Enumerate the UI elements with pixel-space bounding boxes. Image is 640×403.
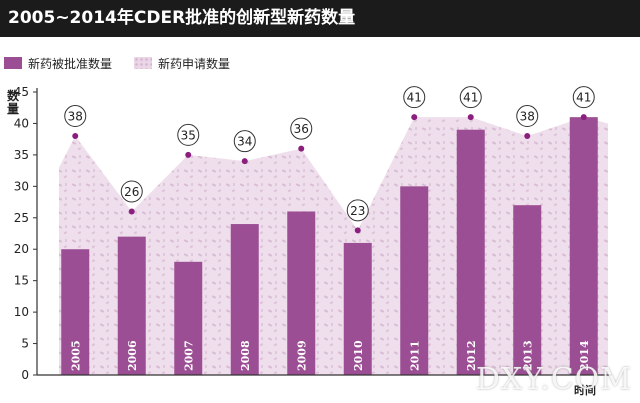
legend-label-approved: 新药被批准数量 [28, 56, 113, 71]
y-tick-label-15: 15 [14, 274, 29, 288]
y-tick-label-25: 25 [14, 211, 29, 225]
applied-value-bubble-2009 [290, 117, 313, 140]
bar-2007 [174, 261, 203, 375]
applied-point-2010 [354, 227, 361, 234]
applied-value-label-2014: 41 [576, 91, 591, 105]
y-tick-label-35: 35 [14, 148, 29, 162]
bar-2011 [400, 186, 429, 375]
watermark: DXY.COM [475, 362, 632, 397]
applied-value-label-2007: 35 [181, 128, 196, 142]
applied-point-2006 [128, 208, 135, 215]
applied-value-label-2005: 38 [68, 110, 83, 124]
y-tick-label-45: 45 [14, 85, 29, 99]
y-tick-label-40: 40 [14, 116, 29, 130]
bar-2014 [569, 117, 598, 376]
applied-value-bubble-2010 [346, 199, 369, 222]
bar-label-2005: 2005 [69, 340, 82, 371]
applied-point-2007 [185, 151, 192, 158]
applied-point-2011 [411, 114, 418, 121]
bar-label-2009: 2009 [295, 340, 308, 371]
applied-value-label-2013: 38 [520, 110, 535, 124]
bar-2005 [61, 249, 90, 375]
applied-value-label-2008: 34 [237, 135, 252, 149]
applied-point-2008 [241, 158, 248, 165]
bar-label-2006: 2006 [126, 340, 139, 371]
applied-value-bubble-2007 [177, 123, 200, 146]
applied-value-label-2009: 36 [294, 122, 309, 136]
chart-title: 2005~2014年CDER批准的创新型新药数量 [0, 0, 640, 37]
bar-label-2013: 2013 [521, 340, 534, 371]
bar-2008 [230, 224, 259, 375]
applied-point-2014 [580, 114, 587, 121]
applied-value-label-2006: 26 [124, 185, 139, 199]
applied-value-bubble-2006 [120, 180, 143, 203]
applied-value-bubble-2011 [403, 86, 426, 109]
applied-point-2009 [298, 145, 305, 152]
bar-label-2014: 2014 [578, 340, 591, 371]
y-tick-label-0: 0 [21, 368, 29, 382]
y-axis-label-char: 量 [7, 102, 19, 116]
y-tick-label-20: 20 [14, 242, 29, 256]
bar-label-2007: 2007 [182, 340, 195, 371]
y-axis-label-char: 数 [7, 88, 20, 103]
applied-point-2005 [72, 133, 79, 140]
legend-label-applied: 新药申请数量 [158, 56, 231, 71]
applied-value-bubble-2014 [572, 86, 595, 109]
legend-swatch-approved [4, 57, 22, 69]
x-axis-label: 时间 [574, 383, 596, 397]
y-tick-label-5: 5 [21, 337, 29, 351]
applied-value-bubble-2008 [233, 130, 256, 153]
y-tick-label-30: 30 [14, 179, 29, 193]
bar-2010 [343, 242, 372, 375]
applied-value-bubble-2012 [459, 86, 482, 109]
bar-2012 [456, 129, 485, 375]
y-tick-label-10: 10 [14, 305, 29, 319]
applied-value-label-2010: 23 [350, 204, 365, 218]
legend-swatch-applied [134, 57, 153, 69]
bar-label-2010: 2010 [352, 340, 365, 371]
applied-value-label-2011: 41 [407, 91, 422, 105]
applied-value-label-2012: 41 [463, 91, 478, 105]
legend-item-applied: 新药申请数量 [134, 55, 230, 72]
legend-item-approved: 新药被批准数量 [4, 55, 112, 72]
applied-value-bubble-2013 [516, 105, 539, 128]
applied-point-2012 [467, 114, 474, 121]
bar-label-2008: 2008 [239, 340, 252, 371]
bar-2006 [117, 236, 146, 375]
bar-2009 [287, 211, 316, 375]
applied-point-2013 [524, 133, 531, 140]
bar-label-2011: 2011 [408, 340, 421, 371]
applied-value-bubble-2005 [64, 105, 87, 128]
bar-2013 [513, 205, 542, 375]
legend: 新药被批准数量 新药申请数量 [4, 52, 252, 74]
bar-label-2012: 2012 [465, 340, 478, 371]
